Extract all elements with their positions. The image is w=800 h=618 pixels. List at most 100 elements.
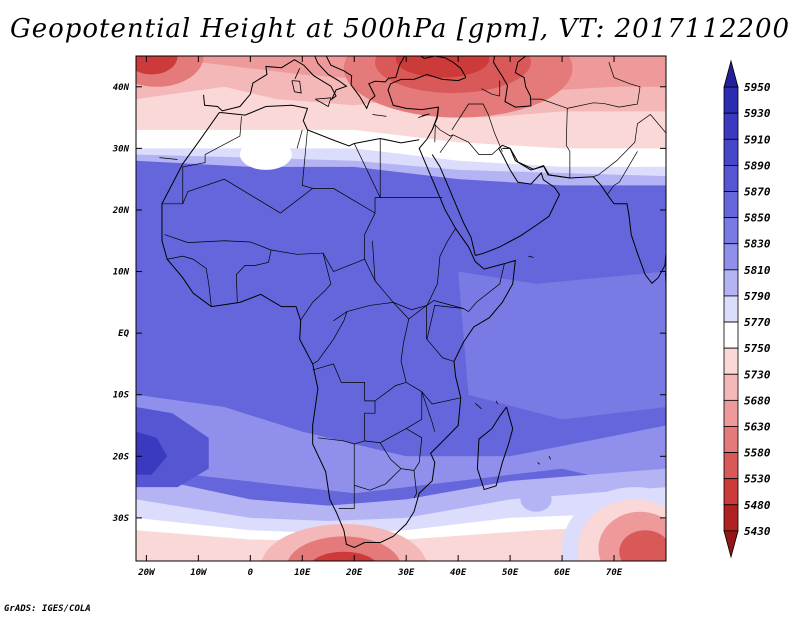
border-20 [379, 442, 417, 499]
border-3 [296, 129, 303, 149]
black-sea-north [404, 56, 467, 78]
x-tick-label: 20E [345, 568, 363, 578]
colorbar-box [723, 478, 739, 506]
colorbar-box [723, 321, 739, 349]
light-patch-east [520, 487, 552, 512]
colorbar-level-label: 5580 [744, 447, 771, 460]
colorbar-box [723, 243, 739, 271]
africa-coast [161, 107, 516, 548]
indian-trough-4 [619, 530, 666, 561]
colorbar-level-label: 5790 [744, 290, 771, 303]
border-6 [164, 234, 332, 322]
north-africa-coast [219, 104, 420, 147]
colorbar-box [723, 217, 739, 245]
border-9 [322, 252, 469, 312]
x-axis: 20W 10W 0 10E 20E 30E 40E 50E 60E 70E [137, 56, 623, 578]
x-tick-label: 0 [248, 568, 254, 578]
coastlines-and-borders [159, 56, 666, 548]
y-tick-label: 40N [113, 83, 130, 93]
colorbar-box [723, 347, 739, 375]
balkans [325, 56, 406, 110]
island-8 [537, 462, 541, 465]
island-5 [294, 68, 301, 79]
border-21 [354, 468, 402, 491]
colorbar-level-label: 5750 [744, 342, 771, 355]
colorbar-box [723, 373, 739, 401]
colorbar-level-label: 5480 [744, 499, 771, 512]
caspian [492, 56, 532, 108]
border-7 [235, 249, 272, 303]
y-tick-label: EQ [118, 329, 129, 339]
colorbar-level-label: 5680 [744, 394, 771, 407]
arabia [475, 144, 666, 284]
colorbar-box [723, 452, 739, 480]
border-33 [567, 62, 641, 109]
border-11 [364, 212, 376, 260]
border-14 [333, 301, 461, 405]
colorbar-top-arrow [723, 59, 739, 88]
colorbar-box [723, 112, 739, 140]
y-axis: 40N 30N 20N 10N EQ 10S 20S 30S [112, 83, 666, 524]
colorbar-level-label: 5810 [744, 264, 771, 277]
border-36 [607, 151, 638, 195]
colorbar-level-label: 5730 [744, 368, 771, 381]
colorbar-level-label: 5530 [744, 473, 771, 486]
island-4 [418, 113, 430, 118]
x-tick-label: 10E [294, 568, 311, 578]
colorbar-box [723, 295, 739, 323]
island-0 [159, 157, 178, 160]
europe-south [203, 56, 348, 112]
border-30 [439, 134, 499, 155]
border-27 [408, 305, 427, 320]
x-tick-label: 50E [502, 568, 519, 578]
colorbar-box [723, 191, 739, 219]
madagascar [476, 406, 514, 491]
border-32 [565, 108, 571, 178]
border-34 [530, 98, 568, 109]
grads-credit: GrADS: IGES/COLA [4, 604, 91, 614]
colorbar-level-label: 5930 [744, 107, 771, 120]
colorbar-level-label: 5770 [744, 316, 771, 329]
colorbar-level-label: 5950 [744, 81, 771, 94]
border-1 [182, 178, 443, 214]
border-29 [451, 103, 503, 152]
y-tick-label: 30S [112, 514, 130, 524]
x-tick-label: 70E [606, 568, 623, 578]
atlantic-high-core [136, 431, 168, 475]
persian-gulf-iran [502, 147, 570, 179]
x-tick-label: 30E [397, 568, 415, 578]
island-3 [372, 114, 387, 117]
border-17 [374, 382, 407, 402]
border-13 [468, 263, 505, 312]
border-8 [167, 255, 212, 307]
colorbar-box [723, 269, 739, 297]
safrica-trough-3 [312, 551, 376, 561]
island-7 [548, 456, 552, 460]
colorbar-box [723, 399, 739, 427]
border-26 [442, 357, 455, 362]
border-4 [301, 129, 313, 189]
chart-title: Geopotential Height at 500hPa [gpm], VT:… [9, 14, 791, 44]
island-9 [528, 255, 534, 258]
south-atlantic-band [136, 394, 666, 494]
border-12 [426, 228, 456, 306]
border-5 [353, 138, 381, 198]
border-31 [481, 80, 501, 97]
border-28 [434, 124, 454, 143]
colorbar-level-label: 5910 [744, 133, 771, 146]
border-23 [421, 391, 436, 432]
border-35 [593, 114, 666, 178]
colorbar-box [723, 426, 739, 453]
island-2 [315, 97, 332, 108]
height-field [136, 56, 666, 561]
island-1 [291, 80, 302, 94]
colorbar: 5950 5930 5910 5890 5870 5850 5830 5810 5790 5770… [723, 59, 771, 559]
colorbar-level-label: 5870 [744, 186, 771, 199]
border-15 [312, 311, 348, 365]
colorbar-level-label: 5630 [744, 420, 771, 433]
y-tick-label: 20S [112, 452, 130, 462]
x-tick-label: 40E [450, 568, 467, 578]
equatorial-light [458, 271, 666, 420]
y-tick-label: 10S [113, 391, 130, 401]
